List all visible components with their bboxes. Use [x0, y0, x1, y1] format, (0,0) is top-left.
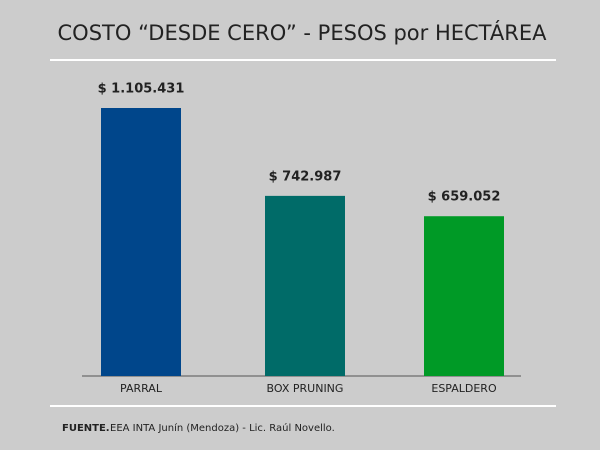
bar	[101, 108, 181, 376]
value-label: $ 742.987	[269, 169, 342, 184]
value-label: $ 659.052	[428, 190, 501, 205]
x-tick-label: ESPALDERO	[431, 382, 497, 395]
x-tick-label: BOX PRUNING	[267, 382, 344, 395]
bar	[265, 195, 345, 376]
source-label: FUENTE.	[62, 423, 110, 434]
source-text: EEA INTA Junín (Mendoza) - Lic. Raúl Nov…	[110, 422, 335, 434]
value-label: $ 1.105.431	[98, 82, 185, 97]
chart-title: COSTO “DESDE CERO” - PESOS por HECTÁREA	[58, 20, 548, 45]
x-tick-label: PARRAL	[120, 382, 163, 395]
bar	[424, 216, 504, 376]
